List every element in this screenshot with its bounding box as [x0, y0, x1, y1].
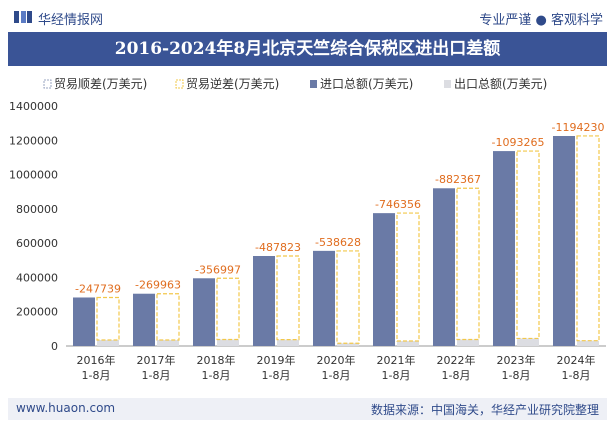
y-tick-label: 1200000: [9, 134, 58, 147]
x-tick-label: 2018年 1-8月: [197, 353, 236, 382]
y-tick-label: 200000: [16, 306, 58, 319]
tagline: 专业严谨 ● 客观科学: [479, 13, 603, 28]
legend-item-4: 出口总额(万美元): [444, 77, 547, 91]
x-axis: 2016年 1-8月 2017年 1-8月 2018年 1-8月 2019年 1-8月 2020…: [77, 353, 596, 382]
title-bar: 2016-2024年8月北京天竺综合保税区进出口差额: [8, 32, 607, 66]
legend-label-1: 贸易顺差(万美元): [54, 77, 147, 91]
data-label: -538628: [315, 236, 361, 249]
x-tick-label: 2022年 1-8月: [437, 353, 476, 382]
data-label: -487823: [255, 241, 301, 254]
deficit-bar: [576, 135, 600, 342]
footer: www.huaon.com 数据来源：中国海关，华经产业研究院整理: [8, 398, 607, 420]
export-bar: [217, 339, 239, 346]
y-axis: 0 200000 400000 600000 800000 1000000 1200000 1…: [9, 100, 606, 353]
y-tick-label: 0: [51, 340, 58, 353]
data-label: -247739: [75, 283, 121, 296]
deficit-bar: [216, 277, 240, 341]
bar-group-3: -356997: [193, 263, 241, 346]
import-bar: [73, 297, 95, 346]
website-link[interactable]: www.huaon.com: [16, 401, 116, 415]
deficit-bar: [516, 150, 540, 340]
y-tick-label: 1400000: [9, 100, 58, 113]
data-source: 数据来源：中国海关，华经产业研究院整理: [370, 403, 599, 417]
legend-label-2: 贸易逆差(万美元): [186, 76, 279, 91]
legend-swatch-2: [175, 79, 184, 89]
export-bar: [577, 340, 599, 346]
x-tick-label: 2024年 1-8月: [557, 353, 596, 382]
x-tick-label: 2016年 1-8月: [77, 353, 116, 382]
import-bar: [193, 278, 215, 346]
deficit-bar: [156, 293, 180, 341]
import-bar: [253, 256, 275, 346]
x-tick-label: 2023年 1-8月: [497, 353, 536, 382]
bar-group-9: -1194230: [552, 121, 605, 346]
legend-item-2: 贸易逆差(万美元): [175, 76, 279, 91]
deficit-bar: [456, 187, 480, 341]
export-bar: [397, 341, 419, 346]
import-bar: [133, 293, 155, 346]
export-bar: [457, 339, 479, 346]
chart-title: 2016-2024年8月北京天竺综合保税区进出口差额: [114, 39, 501, 59]
bars: -247739 -269963 -356997 -487823 -538628 -7463…: [73, 121, 604, 346]
legend-swatch-1: [43, 79, 52, 89]
x-tick-label: 2021年 1-8月: [377, 353, 416, 382]
import-bar: [313, 250, 335, 346]
deficit-bar: [96, 296, 120, 341]
brand-name: 华经情报网: [38, 13, 104, 28]
y-tick-label: 600000: [16, 237, 58, 250]
export-bar: [517, 338, 539, 346]
legend-swatch-4: [444, 80, 451, 88]
deficit-bar: [396, 212, 420, 342]
export-bar: [337, 343, 359, 346]
bar-group-8: -1093265: [492, 136, 545, 346]
data-label: -1093265: [492, 136, 545, 149]
chart: 贸易顺差(万美元) 贸易逆差(万美元) 进口总额(万美元) 出口总额(万美元) 0 20…: [9, 76, 606, 382]
import-bar: [493, 151, 515, 346]
import-bar: [433, 188, 455, 346]
logo-icon: [14, 11, 32, 23]
import-bar: [553, 136, 575, 346]
bar-group-5: -538628: [313, 236, 361, 346]
y-tick-label: 1000000: [9, 169, 58, 182]
import-bar: [373, 213, 395, 346]
bar-group-2: -269963: [133, 279, 181, 346]
data-label: -1194230: [552, 121, 605, 134]
bar-group-7: -882367: [433, 173, 481, 346]
data-label: -746356: [375, 198, 421, 211]
legend-item-3: 进口总额(万美元): [310, 77, 413, 91]
legend-label-4: 出口总额(万美元): [454, 77, 547, 91]
x-tick-label: 2017年 1-8月: [137, 353, 176, 382]
data-label: -269963: [135, 279, 181, 292]
bar-group-1: -247739: [73, 283, 121, 346]
export-bar: [157, 340, 179, 346]
legend-item-1: 贸易顺差(万美元): [43, 77, 147, 91]
export-bar: [97, 340, 119, 346]
deficit-bar: [276, 255, 300, 341]
bar-group-6: -746356: [373, 198, 421, 346]
legend-swatch-3: [310, 80, 317, 88]
x-tick-label: 2019年 1-8月: [257, 353, 296, 382]
y-tick-label: 400000: [16, 271, 58, 284]
data-label: -882367: [435, 173, 481, 186]
deficit-bar: [336, 250, 360, 344]
bar-group-4: -487823: [253, 241, 301, 346]
data-label: -356997: [195, 263, 241, 276]
legend-label-3: 进口总额(万美元): [320, 77, 413, 91]
legend: 贸易顺差(万美元) 贸易逆差(万美元) 进口总额(万美元) 出口总额(万美元): [43, 76, 547, 91]
top-bar: 华经情报网 专业严谨 ● 客观科学: [0, 0, 615, 32]
export-bar: [277, 339, 299, 346]
x-tick-label: 2020年 1-8月: [317, 353, 356, 382]
y-tick-label: 800000: [16, 203, 58, 216]
